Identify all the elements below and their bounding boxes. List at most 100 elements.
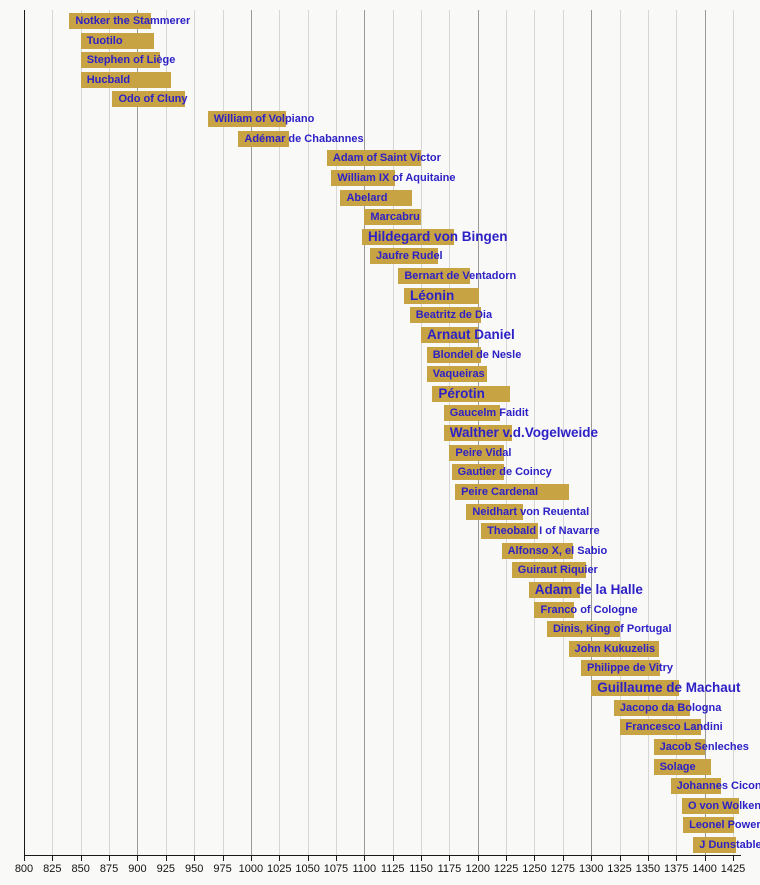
gridline-year-1325 bbox=[619, 10, 621, 855]
gridline-year-1250 bbox=[534, 10, 536, 855]
timeline-bar bbox=[528, 581, 580, 598]
y-axis-line bbox=[24, 10, 25, 855]
timeline-bar bbox=[340, 189, 412, 206]
timeline-bar bbox=[69, 13, 152, 29]
composer-label[interactable]: O von Wolkenstein bbox=[687, 799, 760, 812]
timeline-bar bbox=[568, 640, 660, 657]
x-tick-label-800: 800 bbox=[14, 863, 34, 875]
timeline-bar bbox=[426, 366, 487, 383]
composer-label[interactable]: Guiraut Riquier bbox=[517, 564, 598, 577]
timeline-bar bbox=[362, 228, 454, 245]
composer-label[interactable]: Odo of Cluny bbox=[118, 93, 188, 106]
timeline-bar bbox=[693, 837, 737, 854]
timeline-bar bbox=[670, 778, 721, 795]
x-tick-1100 bbox=[364, 855, 366, 861]
x-tick-1000 bbox=[250, 855, 252, 861]
composer-label[interactable]: Abelard bbox=[346, 191, 388, 204]
timeline-bar bbox=[501, 542, 574, 559]
timeline-bar bbox=[613, 699, 690, 716]
timeline-bar bbox=[534, 601, 575, 618]
x-tick-900 bbox=[137, 855, 139, 861]
x-tick-875 bbox=[109, 855, 111, 861]
composer-label[interactable]: Adam of Saint Victor bbox=[332, 152, 441, 165]
composer-label[interactable]: Hildegard von Bingen bbox=[368, 228, 508, 244]
composer-label[interactable]: John Kukuzelis bbox=[574, 642, 656, 655]
composer-label[interactable]: Leonel Power bbox=[689, 819, 760, 832]
x-tick-1150 bbox=[421, 855, 423, 861]
x-tick-label-900: 900 bbox=[128, 863, 147, 875]
composer-label[interactable]: Peire Vidal bbox=[455, 446, 512, 459]
composer-label[interactable]: Francesco Landini bbox=[625, 721, 723, 734]
x-tick-1375 bbox=[676, 855, 678, 861]
composer-label[interactable]: Hucbald bbox=[86, 73, 131, 86]
composer-label[interactable]: Gaucelm Faidit bbox=[449, 407, 529, 420]
composer-label[interactable]: Stephen of Liège bbox=[86, 54, 176, 67]
gridline-year-925 bbox=[165, 10, 167, 855]
composer-label[interactable]: Jacopo da Bologna bbox=[619, 701, 722, 714]
timeline-bar bbox=[653, 738, 705, 755]
x-tick-975 bbox=[222, 855, 224, 861]
composer-label[interactable]: Notker the Stammerer bbox=[75, 15, 191, 27]
gridline-year-950 bbox=[194, 10, 196, 855]
gridline-year-825 bbox=[52, 10, 54, 855]
composer-label[interactable]: Franco of Cologne bbox=[540, 603, 638, 616]
composer-label[interactable]: Pérotin bbox=[438, 385, 485, 401]
timeline-bar bbox=[80, 32, 155, 49]
composer-label[interactable]: Blondel de Nesle bbox=[432, 348, 522, 361]
composer-label[interactable]: Walther v.d.Vogelweide bbox=[449, 425, 598, 441]
timeline-bar bbox=[580, 660, 661, 677]
x-tick-label-850: 850 bbox=[71, 863, 90, 875]
composer-label[interactable]: Arnaut Daniel bbox=[427, 326, 515, 342]
composer-label[interactable]: Gautier de Coincy bbox=[457, 466, 552, 479]
composer-label[interactable]: Vaqueiras bbox=[432, 368, 485, 381]
timeline-bar bbox=[331, 169, 395, 186]
composer-label[interactable]: Philippe de Vitry bbox=[586, 662, 673, 675]
timeline-bar bbox=[398, 268, 470, 285]
composer-label[interactable]: Peire Cardenal bbox=[461, 485, 539, 498]
composer-label[interactable]: Marcabru bbox=[370, 211, 420, 224]
x-tick-label-1325: 1325 bbox=[607, 863, 632, 875]
timeline-bar bbox=[404, 287, 479, 304]
x-tick-825 bbox=[52, 855, 54, 861]
composer-label[interactable]: Alfonso X, el Sabio bbox=[507, 544, 608, 557]
timeline-bar bbox=[451, 464, 504, 481]
composer-label[interactable]: Guillaume de Machaut bbox=[597, 680, 741, 696]
timeline-bar bbox=[443, 425, 512, 442]
x-tick-label-1050: 1050 bbox=[295, 863, 320, 875]
timeline-bar bbox=[619, 719, 702, 736]
timeline-bar bbox=[681, 797, 739, 814]
x-tick-label-1075: 1075 bbox=[323, 863, 349, 875]
x-tick-label-1425: 1425 bbox=[720, 863, 746, 875]
composer-label[interactable]: William IX of Aquitaine bbox=[337, 171, 456, 184]
composer-label[interactable]: Jaufre Rudel bbox=[375, 250, 443, 263]
x-tick-label-1225: 1225 bbox=[493, 863, 519, 875]
composer-label[interactable]: Beatritz de Dia bbox=[415, 309, 493, 322]
composer-label[interactable]: Léonin bbox=[410, 287, 455, 303]
composer-label[interactable]: William of Volpiano bbox=[213, 113, 315, 126]
x-tick-label-1100: 1100 bbox=[352, 863, 377, 875]
gridline-year-1075 bbox=[335, 10, 337, 855]
x-tick-1250 bbox=[534, 855, 536, 861]
gridline-year-1000 bbox=[250, 10, 252, 855]
composer-label[interactable]: Theobald I of Navarre bbox=[487, 525, 600, 538]
gridline-year-975 bbox=[222, 10, 224, 855]
x-tick-label-1150: 1150 bbox=[409, 863, 433, 875]
gridline-year-1375 bbox=[676, 10, 678, 855]
x-tick-1125 bbox=[392, 855, 394, 861]
x-tick-1425 bbox=[733, 855, 734, 861]
composer-label[interactable]: J Dunstable bbox=[699, 839, 760, 852]
composer-label[interactable]: Bernart de Ventadorn bbox=[404, 270, 517, 283]
composer-label[interactable]: Dinis, King of Portugal bbox=[552, 623, 672, 636]
timeline-bar bbox=[481, 523, 538, 540]
composer-label[interactable]: Johannes Ciconia bbox=[676, 780, 760, 793]
timeline-bar bbox=[546, 621, 620, 638]
composer-label[interactable]: Solage bbox=[659, 760, 696, 773]
composer-label[interactable]: Neidhart von Reuental bbox=[472, 505, 590, 518]
composer-label[interactable]: Adémar de Chabannes bbox=[244, 132, 364, 145]
timeline-bar bbox=[511, 562, 586, 579]
composer-label[interactable]: Tuotilo bbox=[86, 34, 123, 47]
composer-label[interactable]: Jacob Senleches bbox=[659, 740, 749, 753]
timeline-bar bbox=[80, 52, 161, 69]
x-tick-1325 bbox=[619, 855, 621, 861]
composer-label[interactable]: Adam de la Halle bbox=[534, 581, 643, 597]
